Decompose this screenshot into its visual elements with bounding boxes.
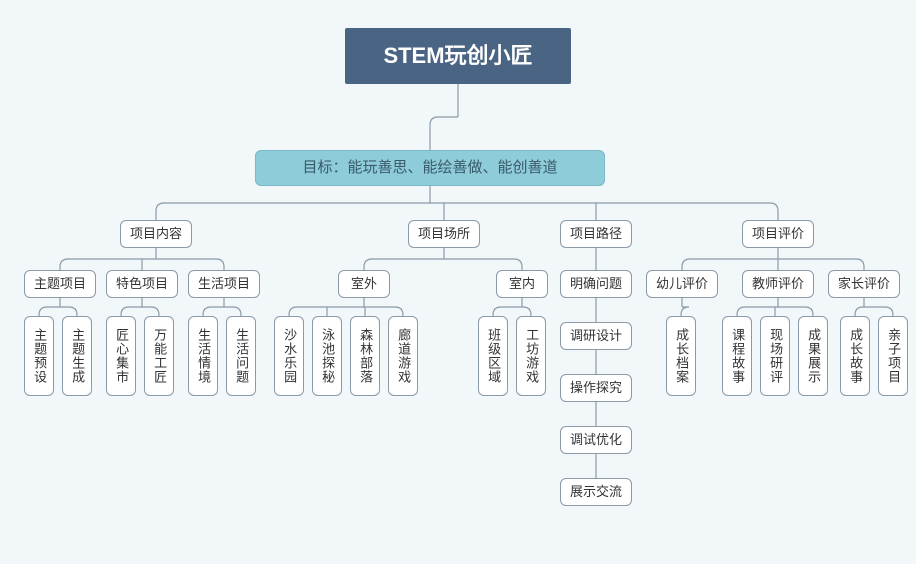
- node-l3_teacher: 教师评价: [742, 270, 814, 298]
- node-l3_outdoor: 室外: [338, 270, 390, 298]
- node-path_operate: 操作探究: [560, 374, 632, 402]
- node-l3_clarify: 明确问题: [560, 270, 632, 298]
- node-leaf_result_show: 成果展示: [798, 316, 828, 396]
- node-root: STEM玩创小匠: [345, 28, 571, 84]
- node-leaf_class_area: 班级区域: [478, 316, 508, 396]
- node-leaf_life_issue: 生活问题: [226, 316, 256, 396]
- node-leaf_sand_park: 沙水乐园: [274, 316, 304, 396]
- node-l3_theme: 主题项目: [24, 270, 96, 298]
- node-leaf_onsite_eval: 现场研评: [760, 316, 790, 396]
- node-path_research: 调研设计: [560, 322, 632, 350]
- node-l3_life: 生活项目: [188, 270, 260, 298]
- node-goal: 目标：能玩善思、能绘善做、能创善道: [255, 150, 605, 186]
- node-path_debug: 调试优化: [560, 426, 632, 454]
- node-leaf_craft_market: 匠心集市: [106, 316, 136, 396]
- node-leaf_course_story: 课程故事: [722, 316, 752, 396]
- node-l2_place: 项目场所: [408, 220, 480, 248]
- node-leaf_growth_file: 成长档案: [666, 316, 696, 396]
- node-l3_indoor: 室内: [496, 270, 548, 298]
- node-leaf_theme_gen: 主题生成: [62, 316, 92, 396]
- node-l3_parent: 家长评价: [828, 270, 900, 298]
- node-leaf_pool_explore: 泳池探秘: [312, 316, 342, 396]
- node-path_show: 展示交流: [560, 478, 632, 506]
- node-leaf_theme_preset: 主题预设: [24, 316, 54, 396]
- node-l2_content: 项目内容: [120, 220, 192, 248]
- node-leaf_growth_story: 成长故事: [840, 316, 870, 396]
- node-l3_child: 幼儿评价: [646, 270, 718, 298]
- node-leaf_omni_craft: 万能工匠: [144, 316, 174, 396]
- node-leaf_forest_tribe: 森林部落: [350, 316, 380, 396]
- node-leaf_parent_child: 亲子项目: [878, 316, 908, 396]
- node-leaf_corridor_game: 廊道游戏: [388, 316, 418, 396]
- node-l2_eval: 项目评价: [742, 220, 814, 248]
- node-leaf_life_scene: 生活情境: [188, 316, 218, 396]
- node-l2_path: 项目路径: [560, 220, 632, 248]
- node-l3_feature: 特色项目: [106, 270, 178, 298]
- node-leaf_workshop_game: 工坊游戏: [516, 316, 546, 396]
